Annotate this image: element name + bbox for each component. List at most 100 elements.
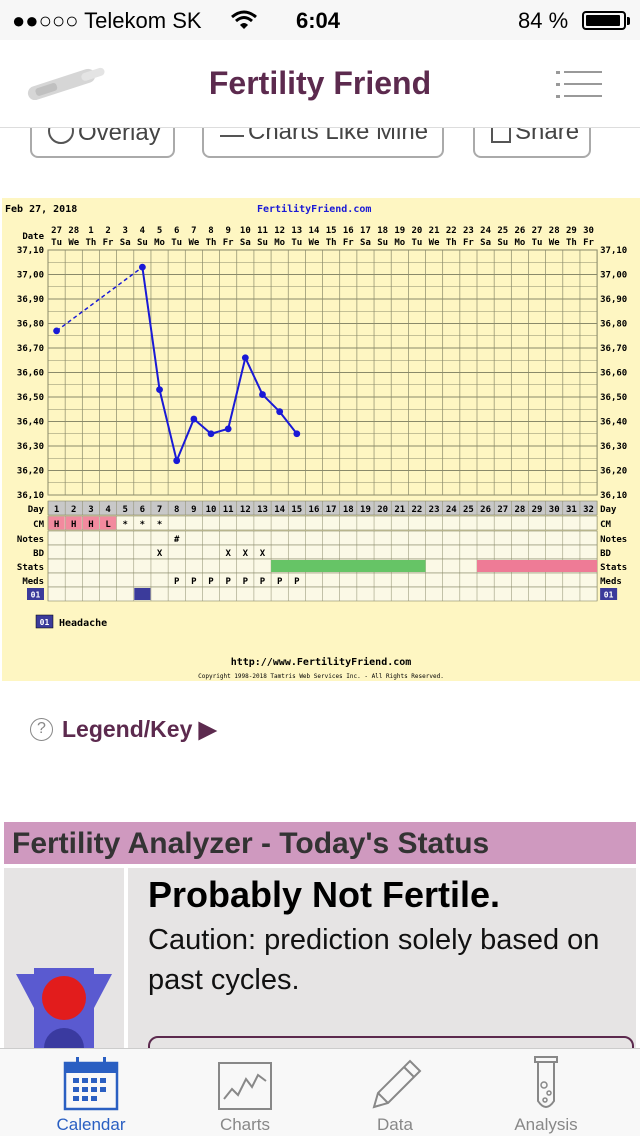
day-tick: 8 <box>174 505 179 515</box>
row-label-stats: Stats <box>17 563 44 573</box>
temperature-point <box>207 430 215 438</box>
day-tick: 3 <box>88 505 93 515</box>
symptom-code-left <box>27 588 44 600</box>
day-tick: 15 <box>291 505 302 515</box>
symptom-legend-label: Headache <box>59 618 107 629</box>
symptom-code-left-text: 01 <box>31 591 41 600</box>
stats-pink-bar <box>477 560 598 572</box>
pencil-icon <box>372 1059 422 1109</box>
tab-charts-label: Charts <box>219 1115 271 1134</box>
temperature-dashed-segment <box>56 266 143 332</box>
traffic-light-icon <box>16 968 112 1068</box>
weekday-tick: Sa <box>480 238 491 248</box>
weekday-tick: Mo <box>514 238 525 248</box>
date-tick: 26 <box>514 226 525 236</box>
weekday-tick: Mo <box>274 238 285 248</box>
y-tick-right: 36,40 <box>600 418 627 428</box>
date-tick: 14 <box>309 226 320 236</box>
temperature-point <box>156 386 163 394</box>
weekday-tick: Fr <box>583 238 594 248</box>
cm-mark: * <box>123 520 128 530</box>
calendar-icon <box>63 1057 119 1111</box>
weekday-tick: Sa <box>360 238 371 248</box>
temperature-segment <box>227 357 247 430</box>
date-tick: 9 <box>225 226 230 236</box>
y-tick-left: 36,10 <box>17 491 44 501</box>
row-label-right-day: Day <box>600 505 617 515</box>
row-label-meds: Meds <box>22 577 44 587</box>
weekday-tick: We <box>188 238 199 248</box>
meds-mark: P <box>191 577 197 587</box>
chart-date: Feb 27, 2018 <box>5 204 77 215</box>
day-tick: 2 <box>71 505 76 515</box>
tab-calendar-label: Calendar <box>56 1115 126 1134</box>
date-tick: 8 <box>208 226 213 236</box>
y-tick-left: 37,00 <box>17 271 44 281</box>
bd-mark: X <box>243 549 249 559</box>
weekday-tick: Th <box>326 238 337 248</box>
charts-like-mine-icon <box>220 128 244 137</box>
cm-mark: H <box>88 520 93 530</box>
tab-analysis-label: Analysis <box>514 1115 578 1134</box>
y-tick-left: 36,60 <box>17 369 44 379</box>
charts-like-mine-button[interactable]: Charts Like Mine <box>202 128 444 158</box>
day-tick: 28 <box>514 505 525 515</box>
date-tick: 13 <box>291 226 302 236</box>
day-tick: 14 <box>274 505 285 515</box>
day-tick: 25 <box>463 505 474 515</box>
date-tick: 29 <box>566 226 577 236</box>
meds-mark: P <box>243 577 249 587</box>
day-tick: 32 <box>583 505 594 515</box>
date-tick: 12 <box>274 226 285 236</box>
y-tick-left: 37,10 <box>17 246 44 256</box>
day-tick: 31 <box>566 505 577 515</box>
date-tick: 30 <box>583 226 594 236</box>
date-tick: 21 <box>429 226 440 236</box>
row-label-date: Date <box>22 232 44 242</box>
date-tick: 10 <box>240 226 251 236</box>
weekday-tick: Mo <box>154 238 165 248</box>
chart-svg: Feb 27, 2018 FertilityFriend.comDate27Tu2… <box>5 203 627 680</box>
y-tick-right: 36,90 <box>600 295 627 305</box>
date-tick: 27 <box>51 226 62 236</box>
temperature-point <box>259 391 266 398</box>
row-label-notes: Notes <box>17 535 44 545</box>
temperature-segment <box>158 389 178 461</box>
tab-data[interactable]: Data <box>335 1049 455 1137</box>
bd-mark: X <box>157 549 163 559</box>
fertility-status: Probably Not Fertile. <box>148 874 501 915</box>
y-tick-left: 36,40 <box>17 418 44 428</box>
temperature-point <box>293 430 301 438</box>
weekday-tick: Sa <box>120 238 131 248</box>
battery-label: 84 % <box>518 8 569 33</box>
cm-cell <box>99 516 117 530</box>
share-icon <box>491 128 511 143</box>
notes-mark: # <box>174 535 180 545</box>
y-tick-left: 36,70 <box>17 344 44 354</box>
weekday-tick: Fr <box>103 238 114 248</box>
y-tick-left: 36,80 <box>17 320 44 330</box>
chart-copyright: Copyright 1998-2018 Tamtris Web Services… <box>198 673 444 680</box>
weekday-tick: Tu <box>532 238 543 248</box>
tab-charts[interactable]: Charts <box>185 1049 305 1137</box>
temperature-segment <box>141 267 161 390</box>
y-tick-right: 36,20 <box>600 467 627 477</box>
menu-icon[interactable] <box>556 70 602 98</box>
tab-calendar[interactable]: Calendar <box>31 1049 151 1137</box>
cm-mark: * <box>140 520 145 530</box>
share-button[interactable]: Share <box>473 128 591 158</box>
day-tick: 19 <box>360 505 371 515</box>
y-tick-right: 36,60 <box>600 369 627 379</box>
date-tick: 1 <box>88 226 93 236</box>
overlay-button[interactable]: Overlay <box>30 128 175 158</box>
weekday-tick: Fr <box>343 238 354 248</box>
date-tick: 23 <box>463 226 474 236</box>
symptom-legend-code-box <box>35 614 54 629</box>
weekday-tick: Mo <box>394 238 405 248</box>
tab-analysis[interactable]: Analysis <box>486 1049 606 1137</box>
weekday-tick: We <box>68 238 79 248</box>
analyzer-header: Fertility Analyzer - Today's Status <box>4 822 636 864</box>
meds-mark: P <box>294 577 300 587</box>
analyzer-icon-panel <box>4 868 124 1068</box>
weekday-tick: Fr <box>223 238 234 248</box>
